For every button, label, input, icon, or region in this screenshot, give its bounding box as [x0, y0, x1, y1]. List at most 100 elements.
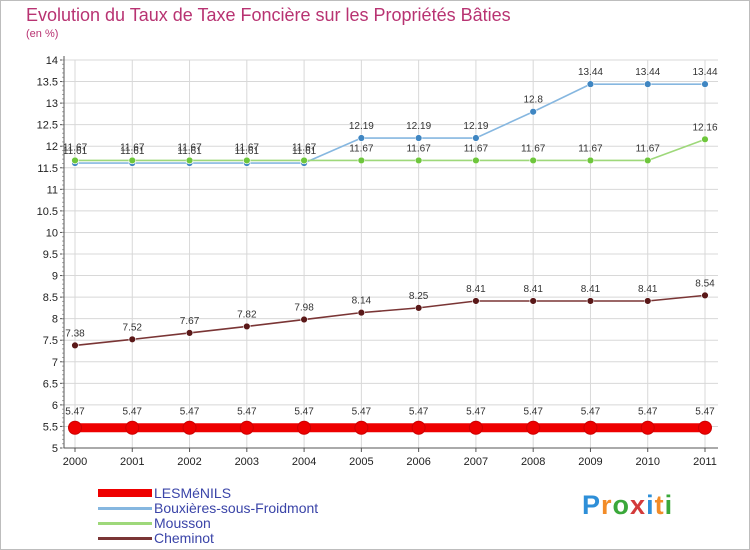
x-tick-label: 2000: [63, 456, 87, 468]
data-label: 8.41: [581, 284, 601, 295]
y-tick-label: 13: [46, 98, 58, 110]
series-point-3: [185, 329, 194, 337]
x-tick-label: 2009: [578, 456, 602, 468]
data-label: 11.67: [235, 142, 260, 153]
series-point-2: [529, 156, 537, 165]
series-point-0: [297, 420, 312, 435]
y-tick-label: 14: [46, 55, 58, 67]
data-label: 11.67: [406, 143, 431, 154]
data-label: 5.47: [523, 407, 543, 418]
series-point-0: [125, 420, 140, 435]
data-label: 12.16: [692, 122, 717, 133]
data-label: 11.67: [292, 142, 317, 153]
series-point-1: [472, 134, 480, 142]
series-point-2: [128, 156, 136, 165]
data-label: 11.61: [235, 146, 260, 157]
series-point-2: [586, 156, 595, 165]
series-point-2: [71, 156, 79, 165]
series-point-2: [300, 156, 308, 165]
y-tick-label: 13.5: [37, 77, 58, 89]
y-tick-label: 9: [52, 271, 58, 283]
data-label: 7.52: [123, 322, 143, 333]
data-label: 11.67: [349, 143, 374, 154]
x-tick-label: 2006: [406, 456, 430, 468]
data-label: 11.61: [292, 146, 317, 157]
series-point-3: [414, 304, 423, 312]
data-label: 11.61: [177, 146, 202, 157]
series-point-1: [701, 80, 709, 88]
data-label: 12.19: [406, 121, 431, 132]
legend-swatch: [98, 537, 152, 540]
legend-label: Mousson: [154, 515, 211, 531]
data-label: 5.47: [294, 407, 314, 418]
data-label: 11.61: [120, 146, 145, 157]
series-point-0: [182, 420, 197, 435]
data-label: 11.67: [636, 143, 661, 154]
series-point-0: [468, 420, 483, 435]
data-label: 8.41: [638, 284, 658, 295]
series-point-0: [354, 420, 369, 435]
data-label: 7.67: [180, 316, 200, 327]
logo-letter: r: [601, 490, 613, 520]
data-label: 8.25: [409, 291, 429, 302]
y-tick-label: 11.5: [37, 163, 58, 175]
data-label: 13.44: [578, 67, 603, 78]
x-tick-label: 2003: [235, 456, 259, 468]
y-tick-label: 8: [52, 314, 58, 326]
data-label: 5.47: [638, 407, 658, 418]
series-point-2: [243, 156, 251, 165]
line-chart: 5 5.5 6 6.5 7 7.5 8 8.5 9 9.5 10 10.5 11 11.5 12 12.5 13…: [37, 55, 718, 468]
legend-label: Cheminot: [154, 530, 214, 546]
x-tick-label: 2005: [349, 456, 373, 468]
series-point-0: [583, 420, 598, 435]
data-label: 5.47: [123, 407, 143, 418]
series-point-1: [529, 108, 537, 116]
series-point-1: [414, 134, 423, 142]
chart-title: Evolution du Taux de Taxe Foncière sur l…: [26, 5, 511, 25]
data-label: 11.67: [120, 142, 145, 153]
y-tick-label: 12.5: [37, 120, 58, 132]
x-tick-label: 2008: [521, 456, 545, 468]
series-point-0: [640, 420, 655, 435]
y-tick-label: 10.5: [37, 206, 58, 218]
data-label: 11.67: [177, 142, 202, 153]
data-label: 7.82: [237, 309, 257, 320]
data-label: 8.41: [466, 284, 486, 295]
x-tick-label: 2007: [464, 456, 488, 468]
x-tick-label: 2011: [693, 456, 717, 468]
data-label: 8.54: [695, 278, 715, 289]
data-label: 7.38: [65, 328, 85, 339]
legend-swatch: [98, 489, 152, 497]
data-label: 11.67: [578, 143, 603, 154]
series-line-3: [74, 294, 706, 347]
series-point-3: [357, 308, 366, 317]
y-tick-label: 8.5: [43, 292, 58, 304]
series-point-0: [698, 420, 712, 435]
y-tick-label: 12: [46, 141, 58, 153]
y-tick-label: 11: [47, 184, 58, 196]
series-point-0: [68, 420, 82, 435]
y-tick-label: 6: [52, 400, 58, 412]
legend-swatch: [98, 507, 152, 510]
series-point-1: [586, 80, 595, 88]
data-label: 12.19: [463, 121, 488, 132]
series-point-0: [239, 420, 254, 435]
data-label: 5.47: [237, 407, 257, 418]
x-tick-label: 2004: [292, 456, 316, 468]
y-tick-label: 10: [46, 227, 58, 239]
y-tick-label: 7.5: [43, 335, 58, 347]
y-tick-label: 7: [52, 357, 58, 369]
data-label: 5.47: [352, 407, 372, 418]
legend-label: LESMéNILS: [154, 485, 232, 501]
series-point-0: [411, 420, 426, 435]
legend-swatch: [98, 522, 152, 525]
series-point-3: [529, 297, 537, 305]
y-tick-label: 5: [52, 443, 58, 455]
logo-letter: i: [664, 490, 674, 520]
chart-subtitle: (en %): [26, 28, 59, 40]
data-label: 11.67: [464, 143, 489, 154]
series-point-2: [701, 135, 709, 144]
series-point-3: [586, 297, 595, 305]
data-label: 5.47: [409, 407, 429, 418]
